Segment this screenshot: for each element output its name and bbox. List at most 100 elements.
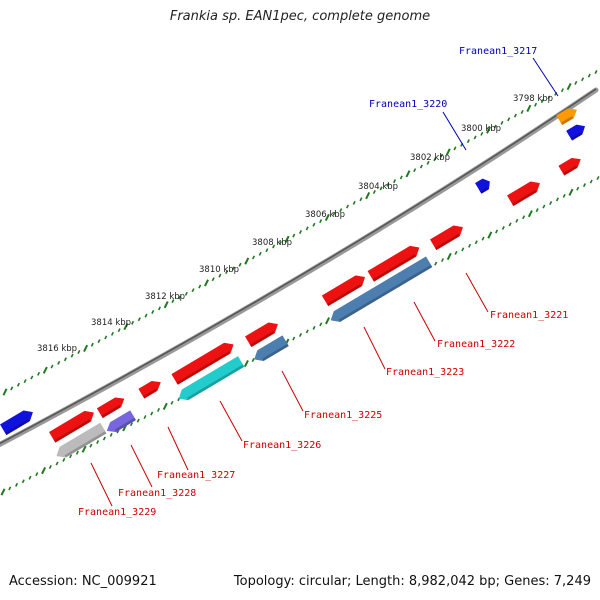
gene-arrow[interactable] <box>330 256 433 322</box>
tick-mark <box>555 197 559 202</box>
leader-line <box>465 272 489 313</box>
tick-mark <box>500 120 504 125</box>
gene-label-franean1-3225[interactable]: Franean1_3225 <box>304 410 382 421</box>
tick-mark <box>495 229 499 234</box>
gene-arrow[interactable] <box>475 178 490 194</box>
tick-mark <box>170 400 174 405</box>
gene-arrow[interactable] <box>96 397 125 419</box>
tick-mark <box>535 208 539 213</box>
gene-arrow[interactable] <box>244 322 278 348</box>
tick-mark <box>419 164 423 169</box>
tick-mark <box>581 77 585 82</box>
tick-mark <box>345 204 350 209</box>
genome-backbone <box>0 87 599 448</box>
tick-mark <box>587 73 591 78</box>
gene-arrow-shade <box>480 187 489 194</box>
tick-mark <box>129 422 133 427</box>
tick-mark <box>325 317 331 325</box>
gene-arrow[interactable] <box>321 275 366 307</box>
gene-arrow[interactable] <box>429 225 463 251</box>
scale-labels: 3798 kbp 3800 kbp 3802 kbp 3804 kbp 3806… <box>37 94 553 354</box>
tick-mark <box>324 213 330 222</box>
leader-line <box>167 426 189 471</box>
tick-mark <box>102 436 106 441</box>
gene-arrow-shade <box>114 417 136 432</box>
tick-mark <box>50 364 54 369</box>
gene-arrow-shade <box>560 116 574 125</box>
tick-mark <box>62 457 66 462</box>
gene-arrow[interactable] <box>56 422 107 458</box>
tick-mark <box>468 243 472 248</box>
gene-label-franean1-3221[interactable]: Franean1_3221 <box>490 310 568 321</box>
gene-arrow[interactable] <box>558 157 581 176</box>
tick-mark <box>211 277 215 282</box>
gene-arrow[interactable] <box>178 356 245 401</box>
tick-mark <box>513 113 517 118</box>
tick-mark <box>37 371 41 376</box>
gene-arrow-shade <box>372 254 417 282</box>
tick-mark <box>520 110 524 114</box>
gene-arrow[interactable] <box>106 410 137 433</box>
tick-mark <box>69 454 73 459</box>
tick-mark <box>225 270 229 274</box>
gene-arrow-shade <box>5 418 30 435</box>
tick-mark <box>473 135 477 140</box>
tick-mark <box>319 219 323 224</box>
gene-arrow-shade <box>64 431 107 458</box>
tick-mark <box>178 295 182 300</box>
tick-mark <box>163 301 169 309</box>
scale-label: 3806 kbp <box>305 210 345 220</box>
gene-arrow[interactable] <box>566 124 586 141</box>
gene-arrow[interactable] <box>171 342 234 385</box>
tick-mark <box>143 415 147 420</box>
gene-label-franean1-3222[interactable]: Franean1_3222 <box>437 339 515 350</box>
tick-mark <box>292 336 296 341</box>
gene-arrow-shade <box>143 388 158 399</box>
tick-mark <box>144 313 148 318</box>
gene-arrow[interactable] <box>48 410 94 443</box>
tick-mark <box>16 382 20 387</box>
tick-mark <box>305 329 309 334</box>
gene-arrow-shade <box>338 264 433 322</box>
tick-mark <box>594 70 598 74</box>
tick-mark <box>486 126 492 134</box>
tick-mark <box>379 186 383 191</box>
tick-mark <box>474 240 478 245</box>
tick-mark <box>30 375 34 380</box>
tick-mark <box>23 379 27 384</box>
tick-mark <box>2 388 8 396</box>
gene-arrow-shade <box>563 165 578 176</box>
gene-label-franean1-3226[interactable]: Franean1_3226 <box>243 440 321 451</box>
tick-mark <box>42 366 48 374</box>
tick-mark <box>461 247 465 252</box>
leader-line <box>442 111 467 151</box>
tick-mark <box>542 204 546 209</box>
tick-mark <box>272 244 276 249</box>
gene-arrow[interactable] <box>556 108 577 126</box>
tick-mark <box>109 432 113 437</box>
gene-label-franean1-3229[interactable]: Franean1_3229 <box>78 507 156 518</box>
gene-label-franean1-3223[interactable]: Franean1_3223 <box>386 367 464 378</box>
leader-line <box>130 444 153 488</box>
tick-mark <box>41 466 47 475</box>
gene-label-franean1-3217[interactable]: Franean1_3217 <box>459 46 537 57</box>
gene-labels: Franean1_3217 Franean1_3220 Franean1_322… <box>78 46 568 518</box>
tick-mark <box>568 188 574 196</box>
tick-mark <box>14 482 19 487</box>
gene-label-franean1-3220[interactable]: Franean1_3220 <box>369 99 447 110</box>
tick-mark <box>507 117 511 122</box>
gene-arrow[interactable] <box>0 410 33 436</box>
tick-mark <box>10 386 14 391</box>
gene-arrow[interactable] <box>367 245 420 282</box>
scale-label: 3800 kbp <box>461 124 501 134</box>
gene-arrow[interactable] <box>138 380 161 399</box>
gene-label-franean1-3228[interactable]: Franean1_3228 <box>118 488 196 499</box>
gene-arrow[interactable] <box>506 181 540 207</box>
tick-mark <box>365 192 371 200</box>
gene-label-franean1-3227[interactable]: Franean1_3227 <box>157 470 235 481</box>
tick-mark <box>440 258 445 263</box>
gene-arrow[interactable] <box>254 335 289 362</box>
tick-mark <box>35 472 39 477</box>
tick-mark <box>466 139 470 144</box>
